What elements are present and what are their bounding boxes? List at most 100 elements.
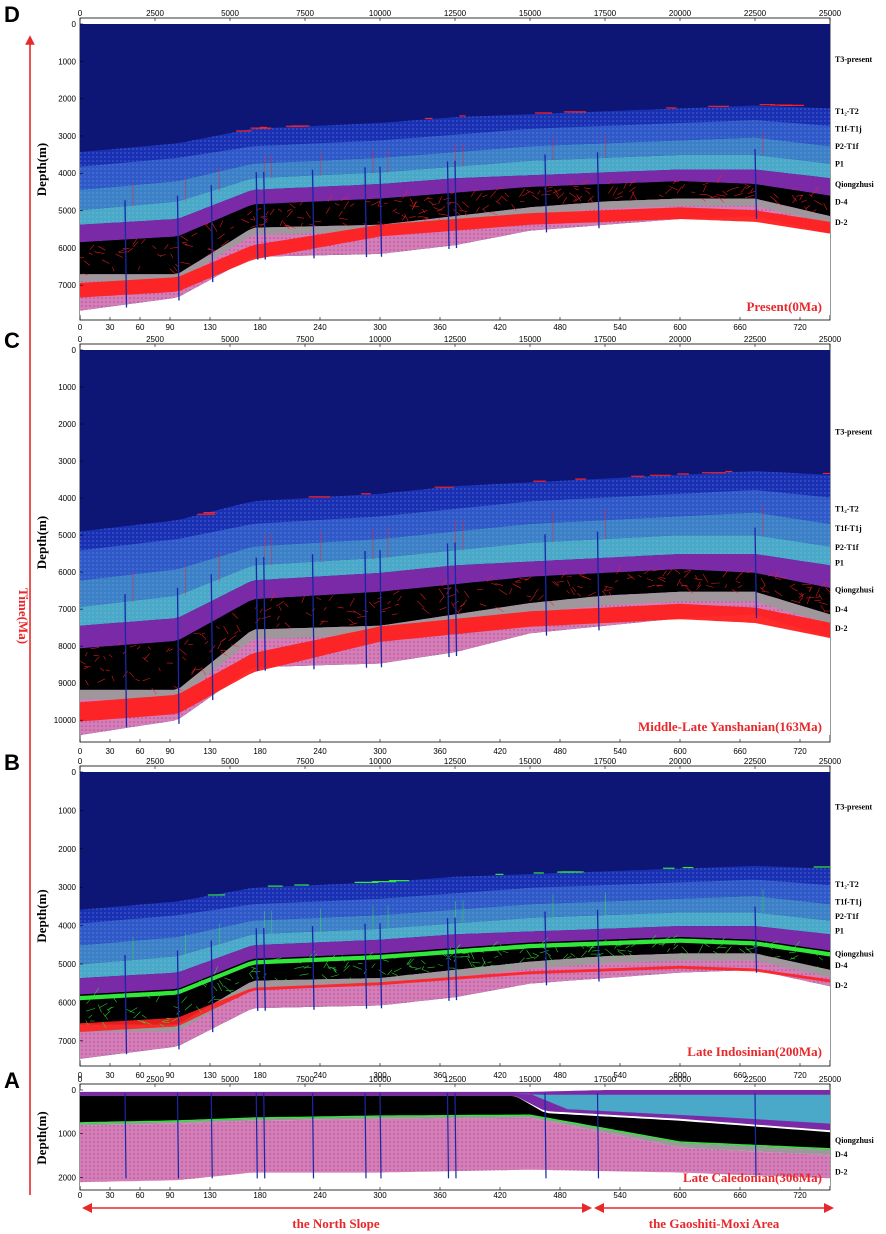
panel-caption: Middle-Late Yanshanian(163Ma): [638, 719, 822, 734]
panel-caption: Late Caledonian(306Ma): [683, 1170, 822, 1185]
top-tick-label: 5000: [221, 1075, 239, 1084]
well-trace: [124, 954, 128, 1055]
bottom-tick-label: 130: [203, 323, 217, 332]
panel-letter: A: [4, 1068, 20, 1093]
depth-tick-label: 4000: [58, 922, 76, 931]
well-trace: [454, 542, 458, 657]
bottom-tick-label: 540: [613, 747, 627, 756]
depth-tick-label: 0: [72, 346, 77, 355]
bottom-tick-label: 600: [673, 1071, 687, 1080]
top-tick-label: 7500: [296, 757, 314, 766]
top-tick-label: 12500: [444, 1075, 467, 1084]
depth-tick-label: 2000: [58, 420, 76, 429]
top-tick-label: 5000: [221, 9, 239, 18]
layer-label: T1f-T1j: [835, 125, 862, 134]
well-trace: [454, 160, 458, 249]
well-trace: [544, 534, 548, 636]
time-axis-label: Time(Ma): [16, 588, 31, 644]
panel-caption: Present(0Ma): [746, 299, 822, 314]
well-trace: [446, 161, 450, 249]
top-tick-label: 22500: [744, 757, 767, 766]
bottom-tick-label: 420: [493, 747, 507, 756]
panel-letter: B: [4, 750, 20, 775]
region-bar: the North Slope the Gaoshiti-Moxi Area: [82, 1203, 834, 1231]
region-north-slope: the North Slope: [292, 1216, 380, 1231]
top-tick-label: 25000: [819, 335, 842, 344]
layer-label: P2-T1f: [835, 912, 859, 921]
bottom-tick-label: 540: [613, 1191, 627, 1200]
bottom-tick-label: 180: [253, 1191, 267, 1200]
depth-tick-label: 3000: [58, 457, 76, 466]
depth-tick-label: 6000: [58, 244, 76, 253]
layer-label: D-2: [835, 1168, 847, 1177]
well-trace: [364, 551, 368, 668]
depth-tick-label: 2000: [58, 1173, 76, 1182]
bottom-tick-label: 600: [673, 747, 687, 756]
well-trace: [210, 574, 214, 701]
bottom-tick-label: 180: [253, 1071, 267, 1080]
top-tick-label: 17500: [594, 9, 617, 18]
depth-tick-label: 1000: [58, 806, 76, 815]
top-tick-label: 7500: [296, 9, 314, 18]
well-trace: [255, 172, 259, 260]
depth-tick-label: 7000: [58, 1037, 76, 1046]
depth-axis-label: Depth(m): [34, 1111, 49, 1164]
top-tick-label: 20000: [669, 9, 692, 18]
layer-label: P1: [835, 559, 844, 568]
bottom-tick-label: 90: [166, 747, 175, 756]
bottom-tick-label: 30: [106, 1071, 115, 1080]
bottom-tick-label: 60: [136, 1071, 145, 1080]
top-tick-label: 10000: [369, 335, 392, 344]
layer-label: P1: [835, 926, 844, 935]
top-tick-label: 12500: [444, 335, 467, 344]
depth-tick-label: 1000: [58, 1130, 76, 1139]
well-trace: [124, 1092, 127, 1179]
well-trace: [210, 1092, 213, 1179]
bottom-tick-label: 300: [373, 1071, 387, 1080]
layer-label: T1f-T1j: [835, 524, 862, 533]
top-tick-label: 25000: [819, 9, 842, 18]
layer-label: T1₂-T2: [835, 505, 859, 514]
well-trace: [311, 554, 315, 670]
well-trace: [176, 587, 180, 724]
bottom-tick-label: 180: [253, 323, 267, 332]
bottom-tick-label: 420: [493, 323, 507, 332]
well-trace: [544, 154, 548, 233]
bottom-tick-label: 720: [793, 747, 807, 756]
top-tick-label: 0: [78, 757, 83, 766]
well-trace: [454, 1092, 457, 1179]
well-trace: [379, 550, 383, 668]
bottom-tick-label: 600: [673, 323, 687, 332]
bottom-tick-label: 0: [78, 1071, 83, 1080]
bottom-tick-label: 30: [106, 747, 115, 756]
depth-tick-label: 3000: [58, 132, 76, 141]
layer-label: T3-present: [835, 428, 873, 437]
layer-label: P2-T1f: [835, 142, 859, 151]
well-trace: [379, 923, 383, 1009]
well-trace: [263, 928, 266, 1011]
time-axis: Time(Ma): [16, 35, 35, 1195]
layer-label: T1₂-T2: [835, 880, 859, 889]
layer-label: Qiongzhusi: [835, 949, 874, 958]
oil-accumulation: [80, 207, 830, 298]
well-trace: [210, 185, 214, 283]
bottom-tick-label: 240: [313, 747, 327, 756]
depth-tick-label: 4000: [58, 494, 76, 503]
top-tick-label: 20000: [669, 1075, 692, 1084]
layer-band: [80, 937, 830, 1025]
top-tick-label: 2500: [146, 1075, 164, 1084]
bottom-tick-label: 30: [106, 1191, 115, 1200]
depth-tick-label: 7000: [58, 605, 76, 614]
top-tick-label: 10000: [369, 9, 392, 18]
top-tick-label: 12500: [444, 9, 467, 18]
well-trace: [364, 167, 368, 258]
well-trace: [596, 531, 600, 631]
well-trace: [255, 557, 259, 671]
bottom-tick-label: 60: [136, 747, 145, 756]
bottom-tick-label: 360: [433, 1071, 447, 1080]
layer-band: [80, 569, 830, 690]
bottom-tick-label: 480: [553, 323, 567, 332]
bottom-tick-label: 480: [553, 1191, 567, 1200]
cross-section: [80, 350, 830, 735]
well-trace: [596, 909, 600, 982]
